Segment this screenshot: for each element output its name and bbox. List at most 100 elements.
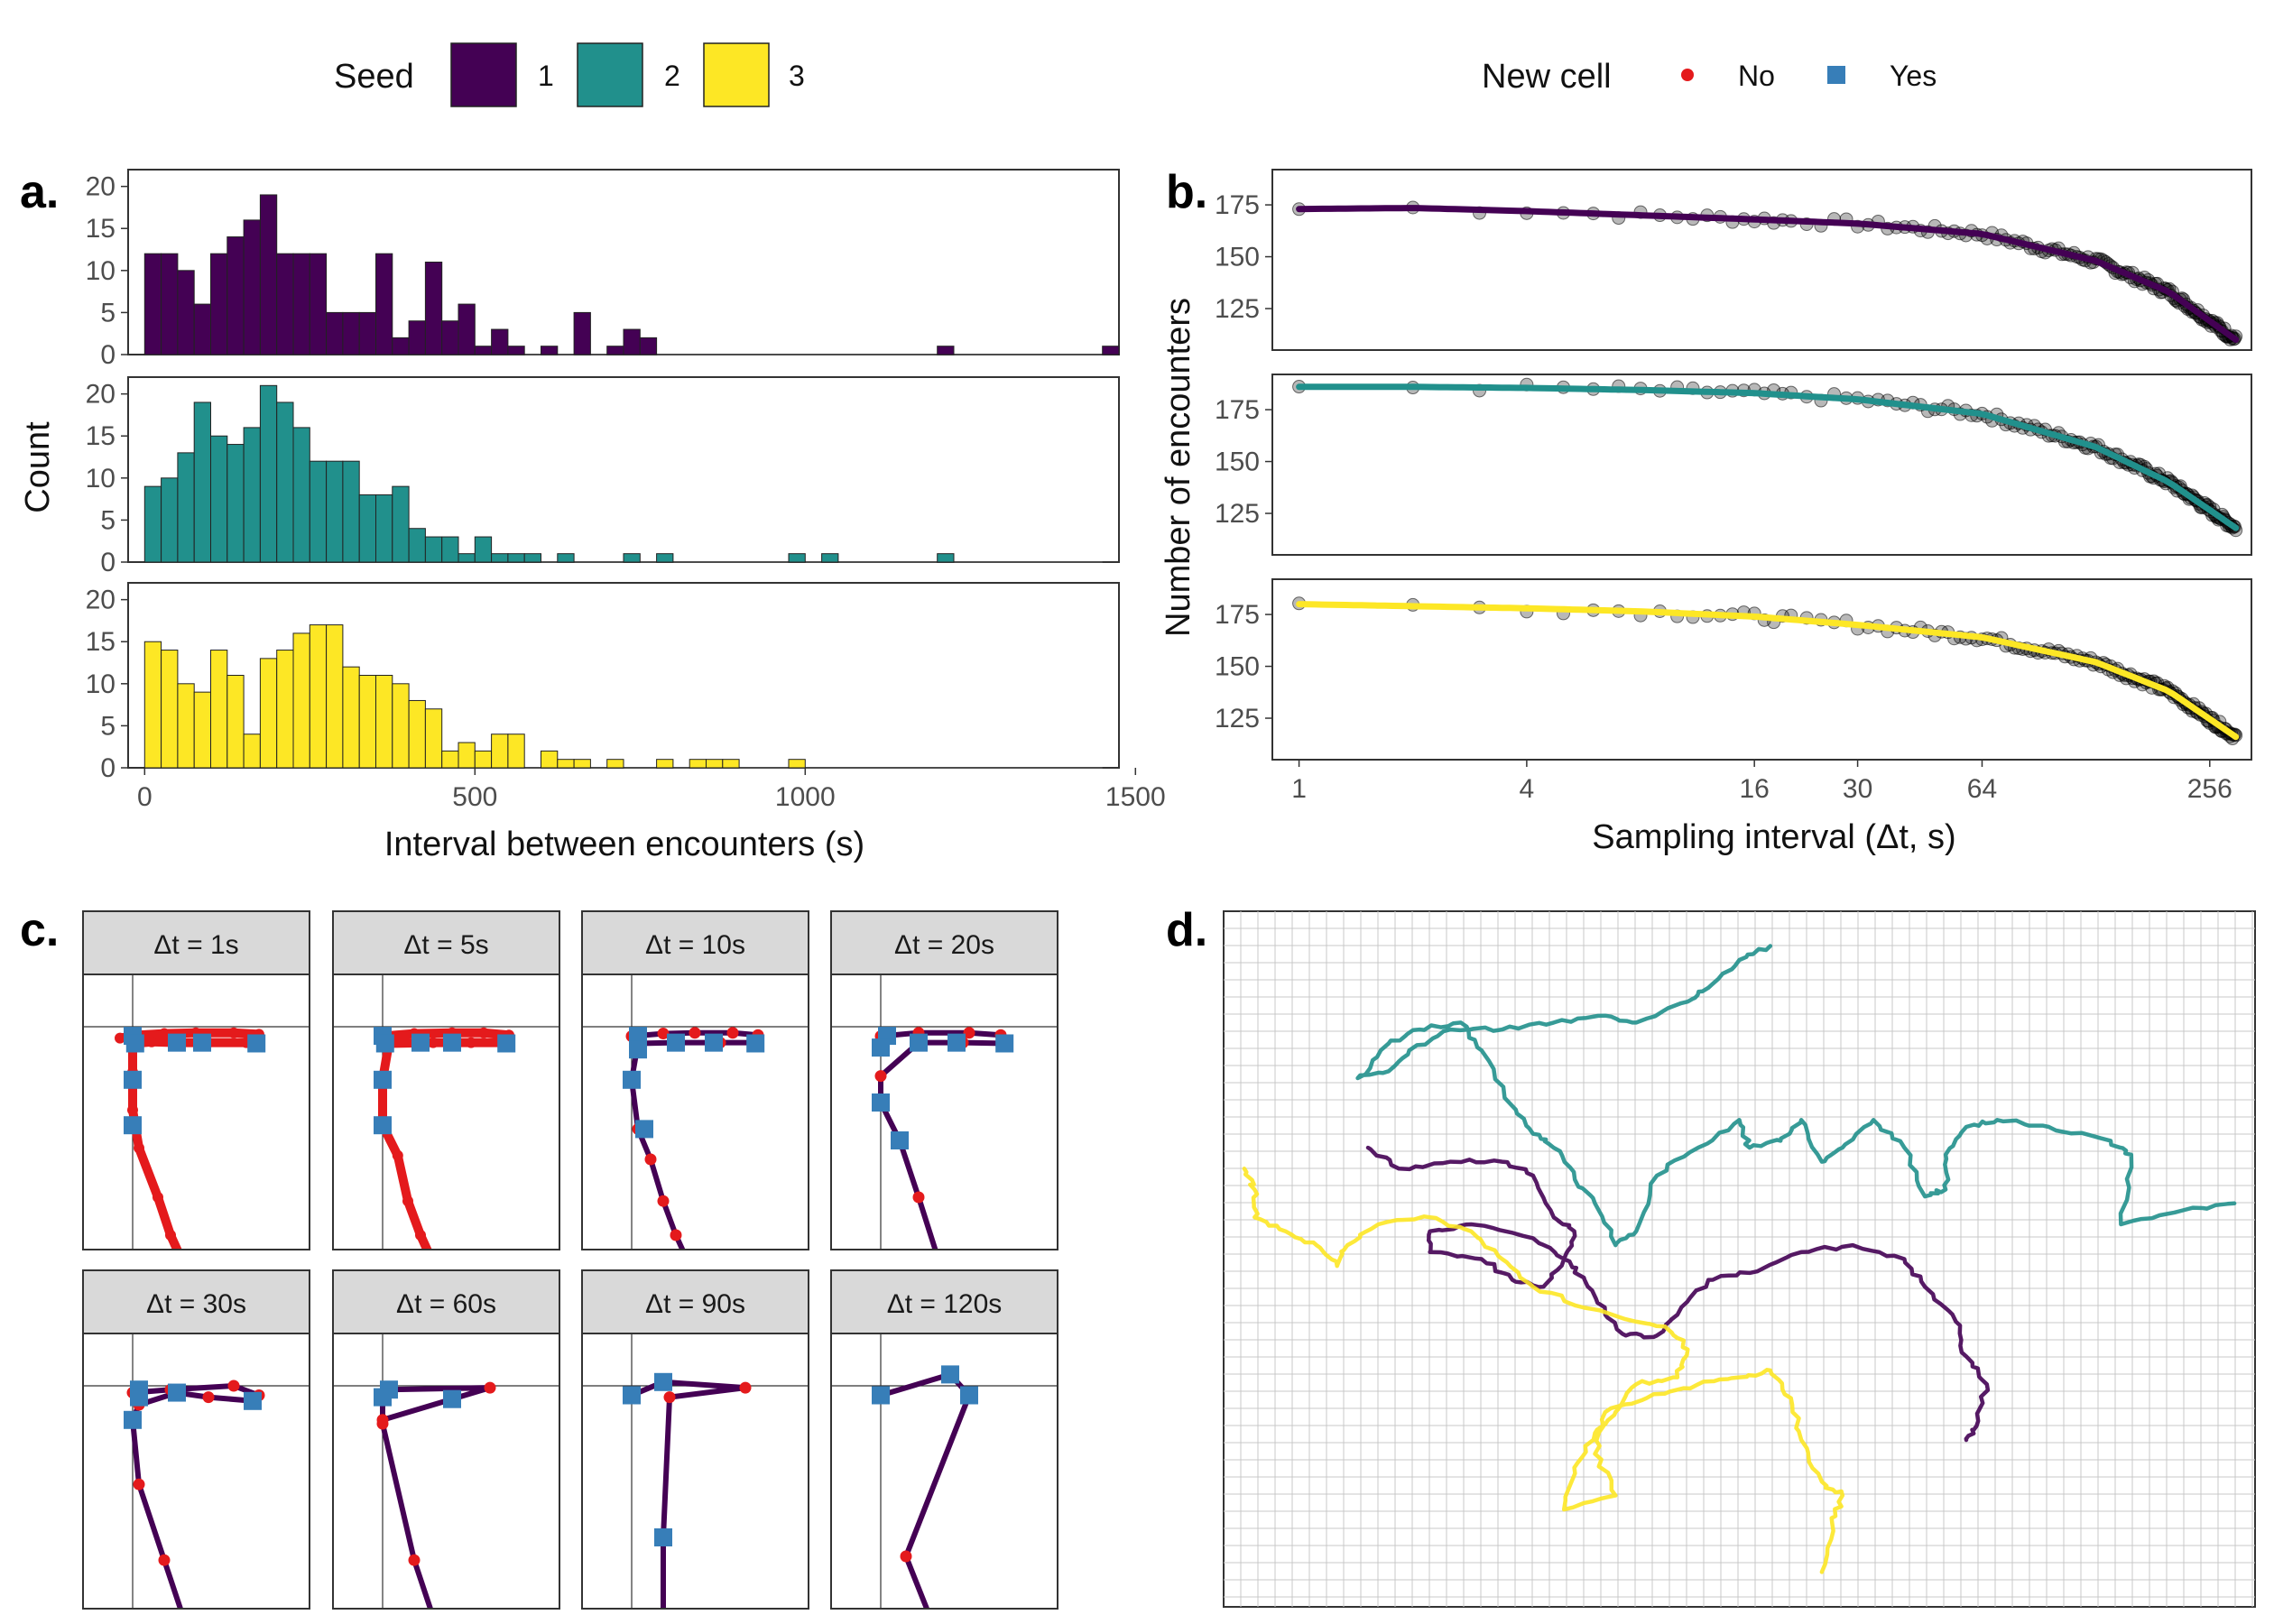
panel-c-point-yes [667, 1033, 685, 1052]
panel-a-bar [143, 253, 162, 355]
panel-a-bar [177, 270, 195, 355]
panel-a-y-tick-label: 5 [100, 711, 116, 741]
legend-seed-title: Seed [334, 58, 414, 96]
panel-b-y-tick-label: 125 [1215, 704, 1260, 734]
panel-c-point-no [376, 1417, 389, 1430]
panel-a-bar [706, 759, 724, 769]
panel-a-bar [375, 253, 393, 355]
panel-a-y-tick-label: 5 [100, 298, 116, 328]
panel-a-bar [210, 435, 228, 563]
legend-seed-label-3: 3 [789, 60, 805, 92]
panel-b-y-tick-label: 125 [1215, 499, 1260, 529]
panel-a-bar [441, 750, 459, 769]
panel-c-facet: Δt = 90s [581, 1269, 809, 1610]
panel-a-bar [458, 553, 476, 563]
panel-a-bar [656, 759, 674, 769]
panel-c-point-no [874, 1070, 887, 1083]
panel-a-bar [210, 253, 228, 355]
panel-c-point-yes [168, 1033, 186, 1052]
panel-c-strip [581, 1269, 809, 1334]
panel-a-bar [342, 666, 360, 769]
panel-a-bar [441, 320, 459, 355]
panel-a-y-axis-title: Count [19, 421, 57, 513]
panel-c-point-no [158, 1554, 171, 1566]
panel-c-strip-label: Δt = 120s [887, 1289, 1003, 1319]
panel-a-bar [392, 683, 410, 769]
panel-c-point-no [739, 1381, 752, 1394]
panel-a-bar [408, 320, 426, 355]
panel-a-y-tick-label: 20 [86, 380, 116, 410]
panel-c-plot-frame [332, 973, 560, 1250]
panel-a-bar [507, 734, 525, 769]
panel-c-point-yes [872, 1038, 890, 1057]
panel-a-y-tick-label: 0 [100, 753, 116, 783]
panel-a-bar [375, 494, 393, 563]
panel-a-y-tick-label: 0 [100, 548, 116, 577]
panel-c-track-line [878, 1029, 1010, 1249]
panel-a-bar [606, 346, 624, 355]
panel-c-point-yes [374, 1388, 392, 1407]
panel-c-point-no [402, 1195, 413, 1207]
panel-a-bar [177, 683, 195, 769]
legend-new-cell-label-yes: Yes [1890, 60, 1937, 92]
panel-a-bar [342, 460, 360, 563]
panel-c-point-yes [891, 1131, 909, 1149]
legend-seed-key-1 [450, 42, 517, 107]
panel-a-bar [474, 750, 493, 769]
panel-a-bar [623, 328, 641, 355]
panel-c-point-no [133, 1478, 145, 1490]
panel-a-y-tick-label: 5 [100, 505, 116, 535]
panel-a-x-tick-label: 1000 [775, 782, 836, 812]
panel-c-facet: Δt = 30s [82, 1269, 310, 1610]
panel-label-b: b. [1166, 166, 1207, 218]
panel-c-strip-label: Δt = 5s [403, 930, 488, 960]
panel-c-point-yes [941, 1365, 959, 1384]
panel-a-bar [541, 750, 559, 769]
panel-a-bar [441, 536, 459, 563]
panel-c-track [623, 1372, 752, 1608]
panel-c-point-no [202, 1391, 215, 1404]
panel-c-point-no [657, 1028, 670, 1040]
legend-seed: Seed 1 2 3 [334, 42, 805, 107]
legend-seed-label-2: 2 [664, 60, 680, 92]
panel-c-point-no [146, 1036, 157, 1047]
panel-c-point-no [127, 1104, 138, 1116]
panel-a-bar [226, 236, 245, 355]
panel-c-point-yes [124, 1116, 142, 1135]
panel-a-bar [226, 675, 245, 769]
panel-a-bar [276, 650, 294, 769]
panel-b-x-tick-label: 4 [1520, 774, 1535, 804]
panel-a-bar [937, 553, 955, 563]
panel-a-bar [523, 553, 542, 563]
panel-a-bar [573, 311, 591, 355]
panel-a-bar [573, 759, 591, 769]
panel-d-track-seed-2 [1355, 944, 2237, 1248]
panel-label-d: d. [1166, 904, 1207, 956]
panel-a-bar [276, 401, 294, 563]
panel-c-point-yes [654, 1528, 672, 1546]
panel-c-track [115, 1027, 266, 1249]
legend-new-cell-key-no [1681, 69, 1694, 81]
panel-c-track [374, 1380, 496, 1608]
panel-c-point-yes [374, 1070, 392, 1089]
panel-c-strip-label: Δt = 30s [146, 1289, 246, 1319]
panel-c-plot-frame [332, 1333, 560, 1610]
panel-a-bar [243, 734, 261, 769]
panel-c-point-yes [411, 1033, 430, 1052]
panel-c-point-yes [635, 1120, 653, 1139]
panel-c-plot-frame [581, 1333, 809, 1610]
panel-a-bar [1102, 346, 1120, 355]
panel-a-bar [309, 624, 328, 769]
panel-a-bar [507, 346, 525, 355]
panel-a-bar [424, 262, 443, 355]
panel-a-bar [161, 477, 179, 563]
panel-c-point-yes [629, 1040, 647, 1059]
panel-b-y-tick-label: 150 [1215, 652, 1260, 682]
panel-a-bar [788, 553, 806, 563]
panel-c-point-yes [960, 1386, 978, 1405]
panel-c-point-yes [193, 1033, 211, 1052]
panel-a-bar [507, 553, 525, 563]
panel-c-strip-label: Δt = 90s [645, 1289, 745, 1319]
panel-a-bar [358, 494, 377, 563]
